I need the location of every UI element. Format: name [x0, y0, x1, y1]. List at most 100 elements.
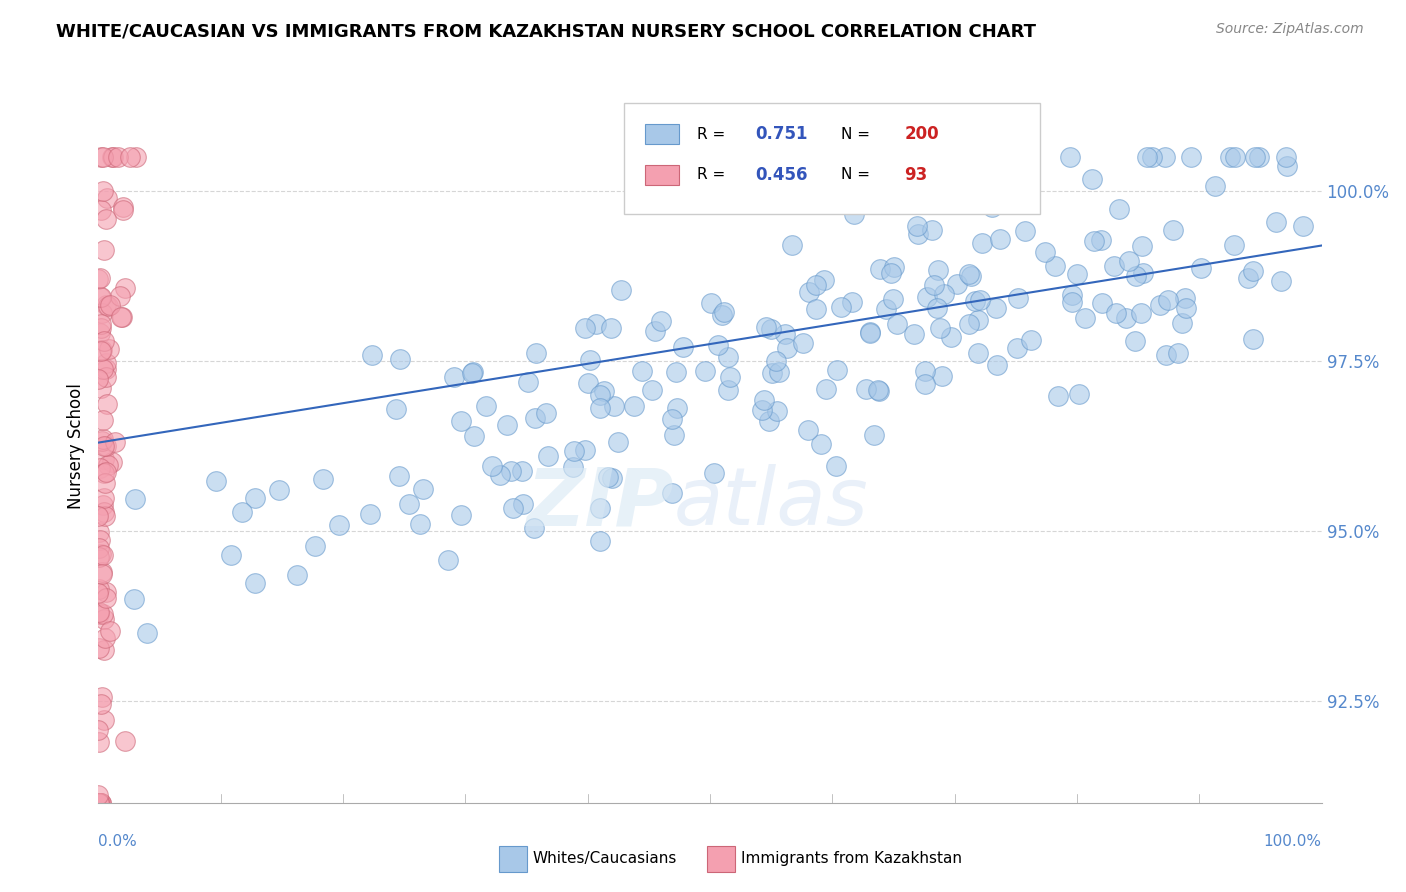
Point — [1223, 237, 1246, 252]
Point — [87, 607, 110, 621]
Point — [972, 236, 994, 251]
Point — [640, 384, 662, 398]
Point — [108, 289, 131, 303]
Point — [512, 497, 534, 511]
Point — [267, 483, 290, 498]
Point — [104, 435, 127, 450]
Point — [89, 796, 111, 810]
Point — [579, 353, 602, 368]
Point — [94, 631, 117, 645]
Point — [1275, 150, 1298, 164]
Point — [589, 401, 612, 415]
Point — [1066, 267, 1088, 281]
Point — [107, 150, 129, 164]
Point — [534, 406, 557, 420]
Point — [665, 365, 688, 379]
Point — [523, 521, 546, 535]
Point — [110, 310, 132, 324]
Point — [101, 150, 124, 164]
Point — [87, 272, 110, 286]
Point — [125, 150, 148, 164]
Point — [1237, 270, 1260, 285]
Point — [1091, 295, 1114, 310]
Point — [87, 372, 110, 386]
Point — [858, 325, 880, 339]
Point — [90, 565, 112, 579]
Point — [90, 203, 112, 218]
Point — [780, 238, 803, 252]
Point — [93, 439, 115, 453]
Point — [921, 223, 943, 237]
Point — [967, 313, 990, 327]
Point — [610, 283, 633, 297]
Point — [93, 612, 115, 626]
Point — [243, 576, 266, 591]
Point — [90, 796, 112, 810]
Point — [922, 277, 945, 292]
Point — [205, 475, 228, 489]
Point — [868, 384, 890, 398]
Point — [461, 367, 484, 381]
Point — [623, 400, 645, 414]
Point — [94, 212, 117, 227]
Point — [412, 483, 434, 497]
Point — [886, 317, 908, 331]
Point — [1171, 316, 1194, 330]
Point — [93, 643, 115, 657]
Point — [91, 306, 114, 320]
Point — [87, 585, 110, 599]
Point — [87, 796, 110, 810]
Point — [758, 414, 780, 428]
Point — [842, 206, 865, 220]
Point — [1005, 341, 1028, 355]
Point — [1045, 259, 1067, 273]
Point — [537, 449, 560, 463]
Point — [450, 508, 472, 523]
Point — [1153, 150, 1175, 164]
Point — [87, 641, 110, 656]
Point — [1173, 291, 1195, 305]
Point — [596, 470, 619, 484]
Point — [304, 539, 326, 553]
Point — [89, 461, 111, 475]
Point — [94, 356, 117, 370]
Point — [114, 281, 136, 295]
Point — [929, 321, 952, 335]
Point — [718, 370, 741, 384]
Point — [804, 301, 827, 316]
Point — [94, 476, 117, 491]
Point — [931, 369, 953, 384]
Point — [810, 437, 832, 451]
Point — [1243, 332, 1265, 346]
Point — [761, 367, 783, 381]
Point — [1277, 159, 1299, 173]
Point — [766, 404, 789, 418]
Point — [91, 150, 114, 164]
Point — [965, 294, 987, 309]
Point — [939, 330, 962, 344]
Point — [875, 301, 897, 316]
Point — [1270, 274, 1292, 288]
Point — [450, 414, 472, 428]
Point — [89, 796, 111, 810]
Point — [650, 313, 672, 327]
Point — [589, 534, 612, 549]
Point — [713, 305, 735, 319]
Point — [589, 388, 612, 402]
Text: 200: 200 — [904, 125, 939, 143]
Point — [90, 697, 112, 711]
Point — [437, 553, 460, 567]
Text: R =: R = — [696, 127, 730, 142]
Point — [1033, 245, 1056, 260]
Point — [1115, 310, 1137, 325]
Point — [96, 191, 118, 205]
Point — [1204, 179, 1226, 194]
Point — [87, 734, 110, 748]
Point — [957, 318, 980, 332]
Point — [496, 418, 519, 433]
Point — [388, 469, 411, 483]
Point — [754, 392, 776, 407]
FancyBboxPatch shape — [645, 165, 679, 185]
Text: Source: ZipAtlas.com: Source: ZipAtlas.com — [1216, 22, 1364, 37]
Point — [1163, 222, 1185, 236]
